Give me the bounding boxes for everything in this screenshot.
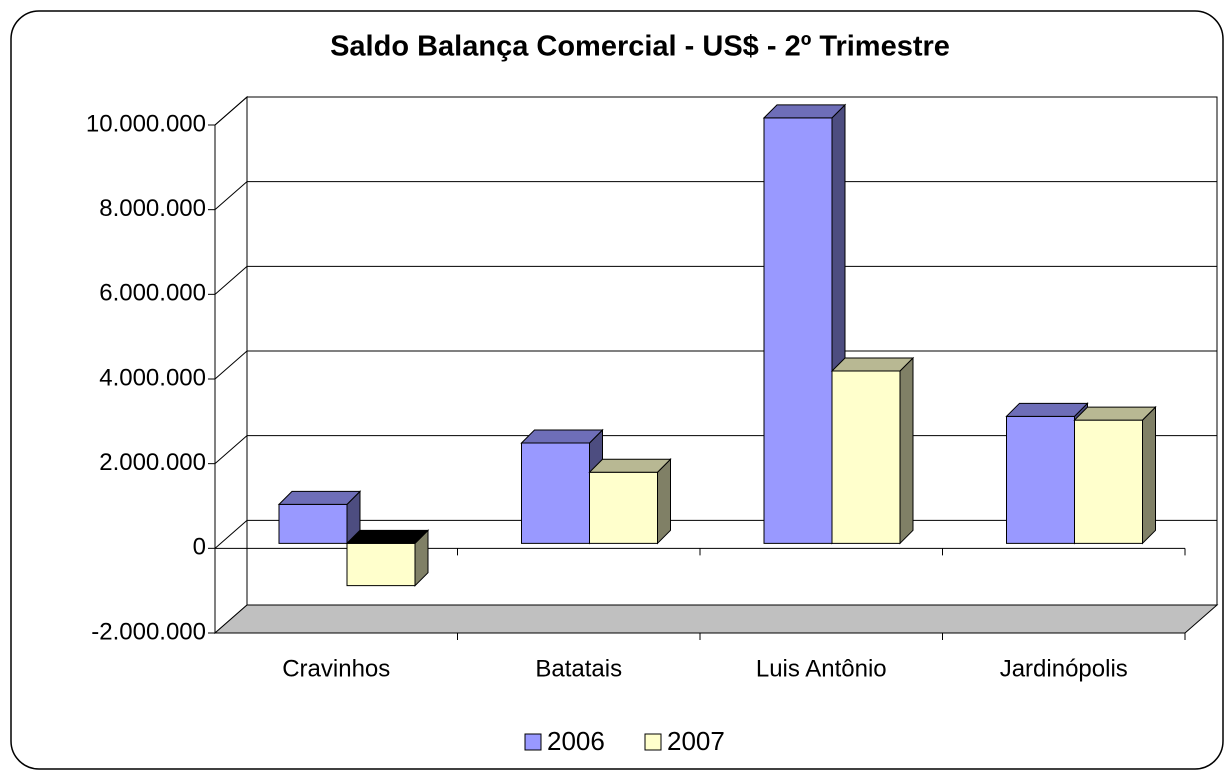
grid-line bbox=[214, 519, 248, 549]
grid-line bbox=[214, 181, 248, 211]
bar bbox=[588, 458, 672, 545]
chart-title: Saldo Balança Comercial - US$ - 2º Trime… bbox=[330, 31, 950, 63]
bar-face bbox=[762, 104, 847, 119]
y-tick-label: 10.000.000 bbox=[86, 110, 206, 137]
bar-face bbox=[763, 117, 833, 544]
x-tick-label: Jardinópolis bbox=[1000, 655, 1128, 682]
legend-swatch bbox=[644, 733, 662, 751]
y-tick-label: 8.000.000 bbox=[99, 195, 206, 222]
grid-line bbox=[214, 435, 248, 465]
bar bbox=[277, 490, 362, 545]
bar-face bbox=[899, 356, 914, 545]
legend-label: 2007 bbox=[667, 726, 725, 756]
bar-face bbox=[1074, 419, 1143, 544]
bar-face bbox=[589, 471, 658, 544]
bar-face bbox=[520, 429, 604, 444]
bar-face bbox=[588, 458, 672, 473]
bar-face bbox=[346, 542, 416, 587]
x-tick-label: Batatais bbox=[535, 655, 622, 682]
bar bbox=[830, 356, 915, 545]
bar-face bbox=[521, 442, 590, 544]
bar bbox=[1073, 405, 1157, 545]
bar-face bbox=[831, 370, 901, 544]
y-tick-label: -2.000.000 bbox=[91, 618, 206, 645]
bar-face bbox=[278, 503, 348, 544]
bar-face bbox=[1006, 415, 1075, 544]
x-tick-label: Cravinhos bbox=[282, 655, 390, 682]
y-tick-label: 4.000.000 bbox=[99, 364, 206, 391]
bar-face bbox=[1005, 402, 1089, 417]
grid-line bbox=[214, 265, 248, 295]
grid-line bbox=[214, 350, 248, 380]
bar-face bbox=[277, 490, 362, 505]
floor bbox=[213, 604, 1219, 634]
grid-line bbox=[214, 96, 248, 126]
legend-swatch bbox=[524, 733, 542, 751]
y-tick-label: 6.000.000 bbox=[99, 280, 206, 307]
legend-label: 2006 bbox=[547, 726, 605, 756]
bar-face bbox=[1142, 405, 1156, 545]
bar bbox=[345, 529, 430, 587]
bar-face bbox=[345, 529, 430, 544]
bar-face bbox=[657, 458, 671, 545]
bar-face bbox=[830, 357, 915, 372]
y-tick-label: 2.000.000 bbox=[99, 449, 206, 476]
x-tick-label: Luis Antônio bbox=[756, 655, 887, 682]
y-tick-label: 0 bbox=[193, 534, 206, 561]
bar-face bbox=[1073, 406, 1157, 421]
